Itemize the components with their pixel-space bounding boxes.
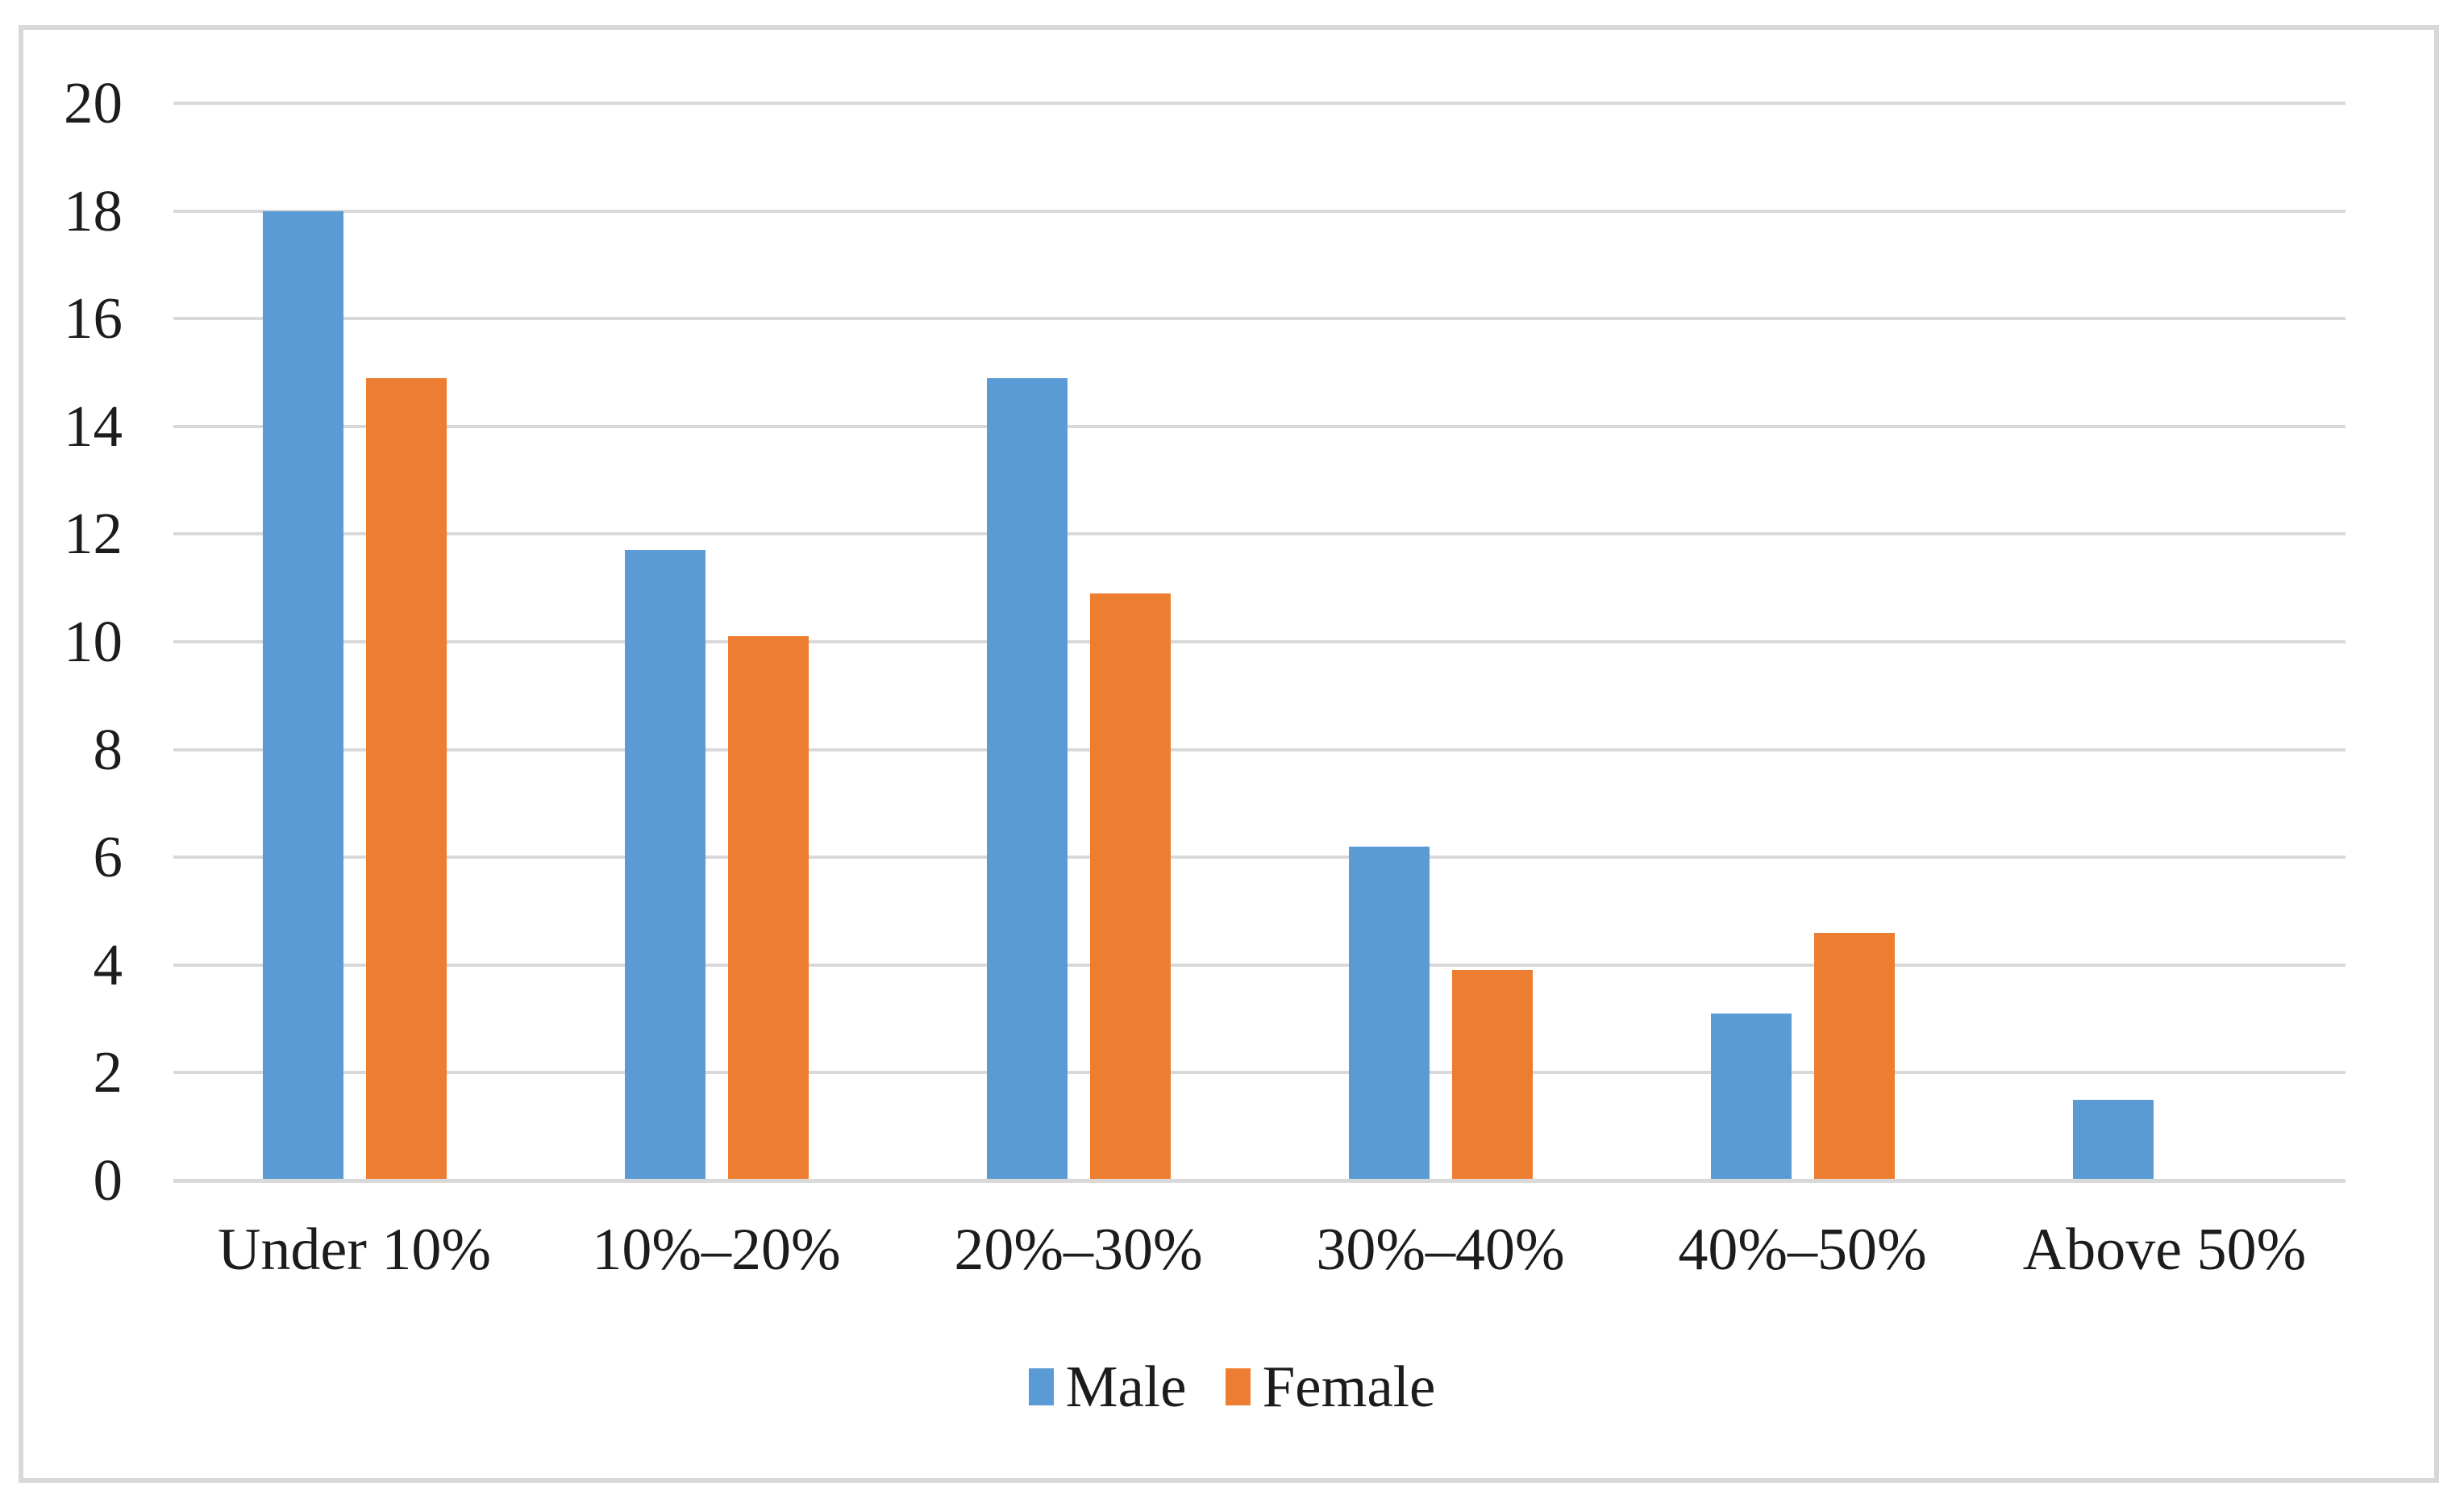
bar-female-0	[365, 377, 447, 1179]
gridline	[173, 424, 2345, 428]
bar-female-4	[1813, 932, 1895, 1179]
bar-male-5	[2072, 1099, 2154, 1179]
y-axis-tick-label: 12	[64, 501, 123, 567]
legend-item-female: Female	[1225, 1354, 1436, 1419]
legend-label: Female	[1262, 1354, 1436, 1419]
x-axis-category-label: 10%–20%	[592, 1217, 841, 1283]
legend-label: Male	[1065, 1354, 1187, 1419]
y-axis-tick-label: 14	[64, 393, 123, 459]
x-axis-category-label: Above 50%	[2022, 1217, 2307, 1283]
y-axis-tick-label: 4	[93, 931, 123, 997]
y-axis-tick-label: 18	[64, 177, 123, 244]
x-axis-category-label: 20%–30%	[954, 1217, 1203, 1283]
gridline	[173, 747, 2345, 751]
y-axis-tick-label: 0	[93, 1147, 123, 1213]
legend-item-male: Male	[1028, 1354, 1187, 1419]
gridline	[173, 640, 2345, 643]
y-axis-tick-label: 16	[64, 285, 123, 352]
bar-male-3	[1348, 846, 1430, 1179]
bar-male-4	[1710, 1013, 1792, 1179]
gridline	[173, 209, 2345, 213]
gridline	[173, 102, 2345, 105]
x-axis-category-label: Under 10%	[217, 1217, 492, 1283]
x-axis-category-label: 30%–40%	[1316, 1217, 1565, 1283]
bar-male-2	[986, 377, 1068, 1179]
gridline	[173, 532, 2345, 536]
gridline	[173, 855, 2345, 860]
legend-male-swatch	[1028, 1368, 1054, 1405]
y-axis-tick-label: 20	[64, 70, 123, 135]
x-axis-line	[173, 1179, 2345, 1183]
bar-female-2	[1089, 593, 1171, 1179]
y-axis-tick-label: 2	[93, 1039, 123, 1105]
y-axis-tick-label: 6	[93, 824, 123, 890]
gridline	[173, 1071, 2345, 1075]
legend: Male Female	[0, 1355, 2464, 1419]
gridline	[173, 963, 2345, 967]
bar-female-3	[1451, 970, 1533, 1179]
y-axis-tick-label: 8	[93, 716, 123, 782]
legend-female-swatch	[1225, 1368, 1251, 1405]
bar-female-1	[727, 636, 809, 1179]
x-axis-category-label: 40%–50%	[1678, 1217, 1927, 1283]
bar-male-1	[624, 550, 705, 1179]
gridline	[173, 317, 2345, 321]
y-axis-tick-label: 10	[64, 609, 123, 674]
bar-male-0	[262, 210, 343, 1179]
